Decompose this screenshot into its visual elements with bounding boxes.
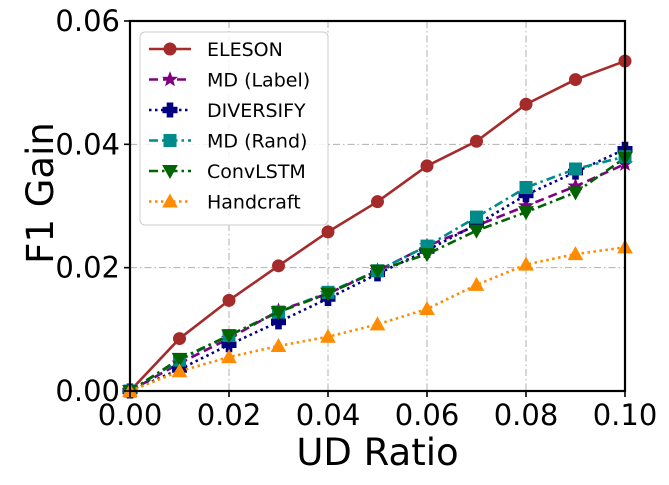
data-point	[419, 248, 435, 263]
data-point	[468, 276, 485, 291]
data-point	[171, 352, 188, 367]
series-line-diversify	[129, 148, 626, 393]
data-point	[468, 224, 485, 239]
legend-marker	[162, 165, 178, 180]
data-point	[518, 206, 534, 221]
x-axis-title: UD Ratio	[296, 431, 458, 474]
data-point	[173, 332, 186, 346]
data-point	[369, 316, 386, 331]
legend-marker	[162, 71, 178, 87]
legend-box	[139, 31, 329, 226]
data-point	[470, 210, 483, 224]
x-tick-label: 0.06	[395, 398, 460, 432]
series-eleson	[123, 54, 632, 398]
data-point	[320, 287, 336, 302]
y-tick-label: 0.06	[55, 4, 120, 38]
legend-marker	[162, 193, 178, 208]
series-handcraft	[122, 239, 633, 397]
data-point	[171, 363, 188, 378]
legend-item: ConvLSTM	[149, 161, 306, 183]
data-point	[369, 264, 386, 279]
legend-marker	[163, 42, 177, 56]
data-point	[470, 134, 483, 148]
data-point	[221, 329, 237, 344]
legend-item: MD (Rand)	[149, 131, 307, 153]
legend-label: MD (Rand)	[207, 131, 307, 153]
series-layer	[122, 54, 633, 400]
data-point	[272, 259, 285, 273]
legend-label: DIVERSIFY	[207, 100, 306, 122]
data-point	[519, 97, 533, 111]
x-tick-label: 0.08	[494, 398, 559, 432]
data-point	[222, 293, 236, 307]
x-tick-label: 0.04	[296, 398, 361, 432]
data-point	[270, 306, 287, 321]
data-point	[519, 181, 533, 194]
series-line-md-label	[129, 162, 626, 393]
data-point	[420, 159, 434, 173]
data-point	[270, 337, 287, 352]
legend-label: ConvLSTM	[207, 161, 306, 183]
legend-label: MD (Label)	[207, 70, 310, 92]
y-tick-label: 0.00	[55, 374, 120, 408]
data-point	[569, 73, 582, 87]
legend-item: MD (Label)	[149, 70, 310, 92]
data-point	[518, 256, 534, 271]
data-point	[569, 162, 582, 176]
y-tick-label: 0.04	[55, 127, 120, 161]
legend: ELESON MD (Label) DIVERSIFY MD (Rand) ConvLS…	[139, 31, 329, 226]
x-tick-label: 0.00	[98, 398, 163, 432]
legend-label: ELESON	[207, 39, 283, 61]
data-point	[371, 195, 384, 209]
legend-marker	[162, 102, 178, 118]
data-point	[221, 349, 237, 364]
legend-label: Handcraft	[207, 192, 301, 214]
plot-frame	[128, 19, 627, 393]
legend-marker	[163, 134, 177, 147]
data-point	[271, 314, 286, 330]
y-axis-title: F1 Gain	[19, 122, 62, 264]
legend-item: DIVERSIFY	[149, 100, 306, 122]
data-point	[320, 328, 336, 343]
legend-item: Handcraft	[149, 192, 301, 214]
x-tick-label: 0.10	[593, 398, 658, 432]
ticks: 0.00 0.02 0.04 0.06 0.08 0.10 0.00 0.02 0.04 0.06	[55, 4, 657, 432]
series-line-handcraft	[129, 246, 626, 393]
data-point	[419, 300, 435, 315]
y-tick-label: 0.02	[55, 251, 120, 285]
legend-item: ELESON	[149, 39, 283, 61]
data-point	[321, 225, 335, 239]
data-point	[567, 186, 584, 201]
x-tick-label: 0.02	[197, 398, 262, 432]
data-point	[567, 246, 584, 261]
